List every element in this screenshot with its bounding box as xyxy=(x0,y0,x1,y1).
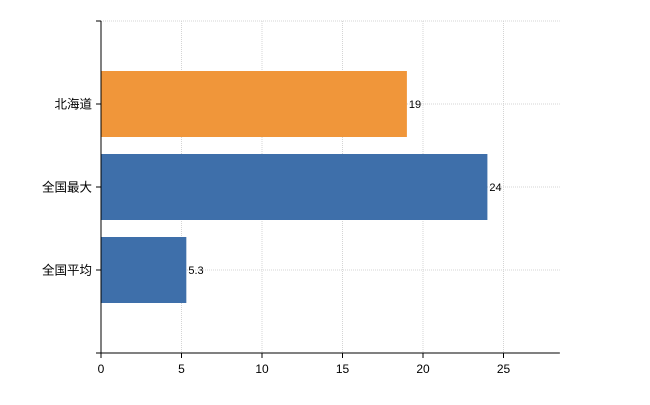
data-label: 5.3 xyxy=(188,265,203,277)
x-tick-label: 15 xyxy=(336,362,350,376)
data-label: 19 xyxy=(409,99,421,111)
x-tick-label: 20 xyxy=(416,362,430,376)
bars xyxy=(101,71,488,303)
category-label: 全国平均 xyxy=(42,263,92,278)
bar-1 xyxy=(101,71,407,137)
x-tick-label: 25 xyxy=(497,362,511,376)
axes xyxy=(96,20,560,358)
category-label: 全国最大 xyxy=(42,180,92,195)
labels: 0 5 10 15 20 25 北海道 19 全国最大 24 全国平均 5.3 xyxy=(42,97,511,377)
x-tick-label: 0 xyxy=(98,362,105,376)
data-label: 24 xyxy=(489,182,501,194)
category-label: 北海道 xyxy=(54,97,92,112)
x-tick-label: 5 xyxy=(178,362,185,376)
bar-3 xyxy=(101,237,187,303)
x-tick-label: 10 xyxy=(255,362,269,376)
bar-2 xyxy=(101,154,488,220)
